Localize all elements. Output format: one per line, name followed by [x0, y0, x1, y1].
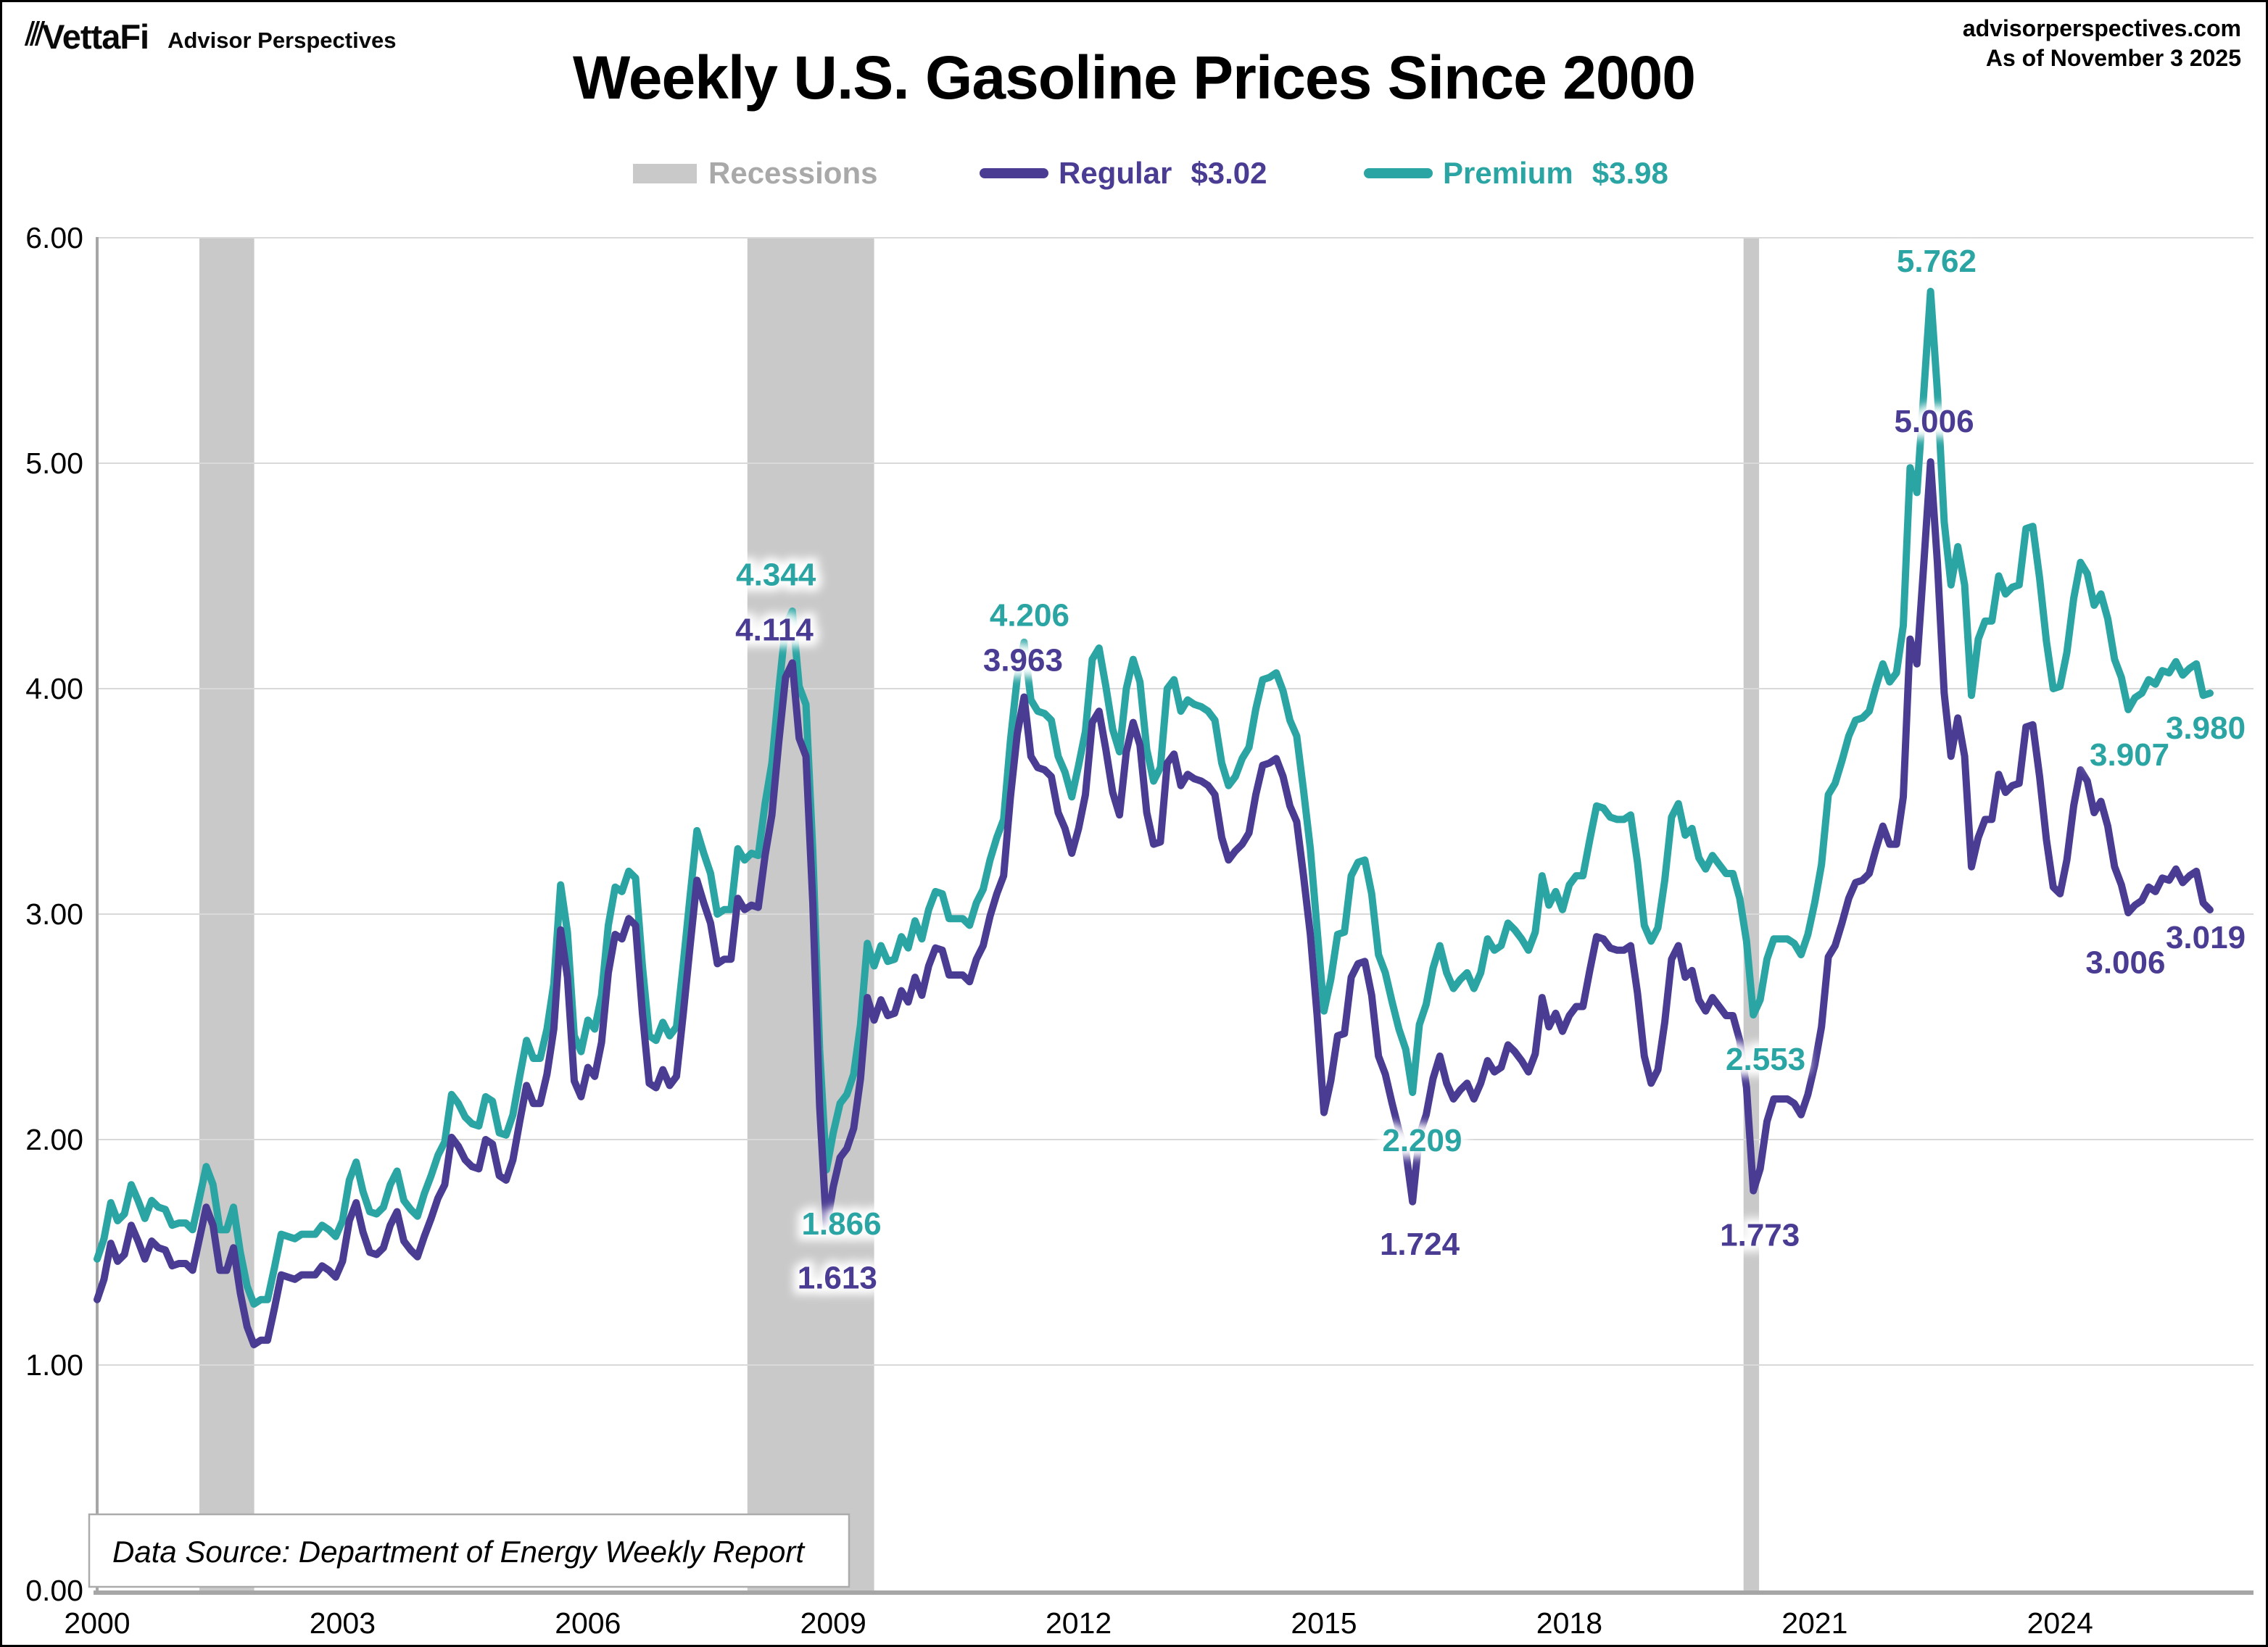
premium-label: Premium [1443, 156, 1573, 190]
annotation-halo: 1.613 [798, 1261, 877, 1296]
vettafi-logo: VettaFi Advisor Perspectives [24, 17, 397, 56]
advisor-perspectives-label: Advisor Perspectives [167, 28, 397, 53]
premium-price-line [94, 288, 2214, 1308]
annotation-halo: 4.206 [990, 597, 1069, 633]
vettafi-logo-text: VettaFi [42, 17, 149, 56]
annotation-1.866: 1.866 [801, 1206, 881, 1242]
annotation-halo: 3.006 [2085, 945, 2165, 980]
annotation-halo: 4.344 [736, 557, 816, 592]
annotation-2.209: 2.209 [1382, 1123, 1462, 1158]
annotation-5.762: 5.762 [1897, 244, 1977, 279]
y-tick-label: 0.00 [25, 1574, 83, 1607]
x-tick-label: 2012 [1046, 1606, 1112, 1640]
annotation-1.724: 1.724 [1380, 1227, 1460, 1262]
annotation-halo: 3.019 [2166, 920, 2246, 955]
annotation-halo: 1.724 [1380, 1227, 1460, 1262]
x-tick-label: 2024 [2027, 1606, 2093, 1640]
annotation-1.613: 1.613 [798, 1261, 877, 1296]
legend: Recessions Regular $3.02 Premium $3.98 [2, 156, 2266, 199]
annotation-3.963: 3.963 [983, 643, 1063, 679]
annotation-4.344: 4.344 [736, 557, 816, 592]
annotation-3.980: 3.980 [2166, 710, 2246, 746]
source-attribution: advisorperspectives.com As of November 3… [1963, 14, 2241, 73]
x-tick-label: 2009 [800, 1606, 866, 1640]
annotation-halo: 3.963 [983, 643, 1063, 679]
premium-latest-value: $3.98 [1592, 156, 1668, 190]
regular-line-swatch-icon [980, 168, 1048, 178]
regular-label: Regular [1059, 156, 1172, 190]
x-tick-label: 2018 [1536, 1606, 1602, 1640]
annotation-3.006: 3.006 [2085, 945, 2165, 980]
annotation-halo: 5.006 [1894, 404, 1974, 439]
annotation-halo: 2.553 [1726, 1042, 1805, 1077]
regular-price-line [94, 458, 2214, 1348]
annotation-4.206: 4.206 [990, 597, 1069, 633]
annotation-3.019: 3.019 [2166, 920, 2246, 955]
y-tick-label: 4.00 [25, 672, 83, 705]
x-tick-label: 2021 [1781, 1606, 1847, 1640]
data-source-box [88, 1513, 850, 1588]
y-tick-label: 3.00 [25, 897, 83, 931]
y-tick-label: 5.00 [25, 447, 83, 480]
x-tick-label: 2000 [64, 1606, 130, 1640]
annotation-3.907: 3.907 [2090, 737, 2169, 773]
y-tick-label: 1.00 [25, 1348, 83, 1382]
x-tick-label: 2006 [555, 1606, 621, 1640]
source-site: advisorperspectives.com [1962, 15, 2241, 41]
legend-item-premium: Premium $3.98 [1364, 156, 1668, 191]
x-tick-label: 2003 [310, 1606, 376, 1640]
annotation-5.006: 5.006 [1894, 404, 1974, 439]
regular-latest-value: $3.02 [1191, 156, 1267, 190]
annotation-4.114: 4.114 [735, 613, 814, 648]
x-tick-label: 2015 [1291, 1606, 1357, 1640]
page-title: Weekly U.S. Gasoline Prices Since 2000 [573, 43, 1696, 112]
annotation-halo: 5.762 [1897, 244, 1977, 279]
y-tick-label: 6.00 [25, 221, 83, 254]
annotation-halo: 3.980 [2166, 710, 2246, 746]
annotation-halo: 2.209 [1382, 1123, 1462, 1158]
recession-swatch-icon [633, 163, 697, 183]
legend-item-recessions: Recessions [633, 156, 877, 191]
annotation-2.553: 2.553 [1726, 1042, 1805, 1077]
annotation-1.773: 1.773 [1720, 1218, 1800, 1253]
y-tick-label: 2.00 [25, 1123, 83, 1156]
data-source-note: Data Source: Department of Energy Weekly… [112, 1535, 806, 1569]
annotation-halo: 4.114 [735, 613, 814, 648]
annotation-halo: 3.907 [2090, 737, 2169, 773]
premium-line-swatch-icon [1364, 168, 1433, 178]
recessions-label: Recessions [708, 156, 878, 190]
as-of-date: As of November 3 2025 [1985, 44, 2241, 71]
annotation-halo: 1.866 [801, 1206, 881, 1242]
legend-item-regular: Regular $3.02 [980, 156, 1267, 191]
annotation-halo: 1.773 [1720, 1218, 1800, 1253]
